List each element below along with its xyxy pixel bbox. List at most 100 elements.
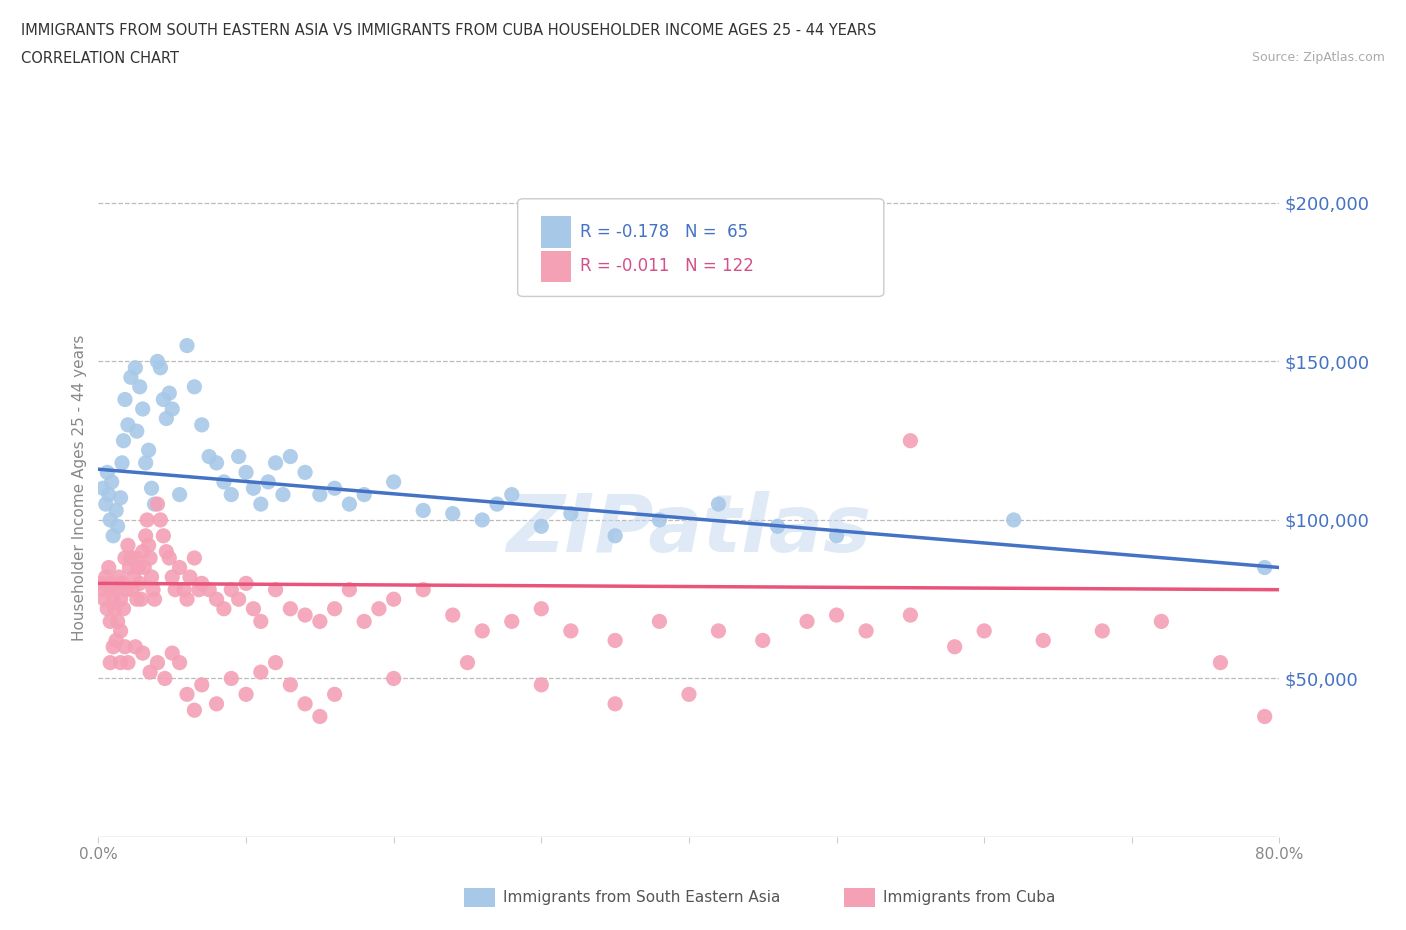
Point [152, 528, 174, 543]
Text: ZIPatlas: ZIPatlas [506, 491, 872, 569]
Point [162, 645, 183, 660]
Y-axis label: Householder Income Ages 25 - 44 years: Householder Income Ages 25 - 44 years [72, 335, 87, 642]
Point [138, 443, 160, 458]
Point [382, 671, 405, 686]
Point [205, 591, 228, 606]
Point [309, 709, 332, 724]
Point [457, 656, 479, 671]
FancyBboxPatch shape [541, 217, 571, 247]
Point [323, 602, 346, 617]
Point [125, 591, 148, 606]
Point [179, 569, 201, 584]
Point [221, 671, 243, 686]
Point [264, 656, 287, 671]
Point [605, 528, 627, 543]
Point [103, 591, 125, 606]
Point [117, 418, 139, 432]
Point [825, 607, 848, 622]
Point [441, 607, 464, 622]
Point [135, 528, 157, 543]
Point [221, 582, 243, 597]
Point [120, 370, 142, 385]
Point [135, 456, 157, 471]
Point [98, 656, 121, 671]
Point [103, 528, 125, 543]
Point [103, 639, 125, 654]
Point [250, 614, 273, 629]
Point [235, 576, 257, 591]
Point [96, 602, 118, 617]
Point [530, 602, 553, 617]
Point [108, 569, 131, 584]
Point [353, 487, 375, 502]
Point [141, 481, 163, 496]
Point [264, 582, 287, 597]
Point [198, 582, 221, 597]
Point [441, 506, 464, 521]
Point [143, 497, 166, 512]
Point [162, 402, 183, 417]
Point [110, 656, 132, 671]
Point [501, 487, 523, 502]
Point [124, 639, 146, 654]
Point [707, 497, 730, 512]
Point [142, 582, 165, 597]
Point [412, 503, 434, 518]
Point [900, 607, 922, 622]
Point [132, 402, 155, 417]
Text: Immigrants from Cuba: Immigrants from Cuba [883, 890, 1056, 905]
Point [98, 512, 121, 527]
Text: Immigrants from South Eastern Asia: Immigrants from South Eastern Asia [503, 890, 780, 905]
Point [155, 411, 177, 426]
Point [128, 379, 150, 394]
Point [309, 614, 332, 629]
Point [187, 582, 209, 597]
Point [165, 582, 187, 597]
Point [153, 671, 176, 686]
Point [107, 614, 129, 629]
Point [183, 551, 205, 565]
Point [121, 582, 143, 597]
Point [323, 481, 346, 496]
Point [205, 456, 228, 471]
Point [198, 449, 221, 464]
Point [176, 687, 198, 702]
Point [412, 582, 434, 597]
Point [96, 465, 118, 480]
Point [155, 544, 177, 559]
FancyBboxPatch shape [517, 199, 884, 297]
Point [118, 560, 141, 575]
Point [90, 576, 112, 591]
Point [250, 665, 273, 680]
Point [124, 360, 146, 375]
Point [117, 538, 139, 552]
Point [105, 503, 128, 518]
Point [120, 551, 142, 565]
Point [97, 487, 120, 502]
Point [183, 379, 205, 394]
Point [212, 602, 235, 617]
Point [486, 497, 509, 512]
Point [143, 591, 166, 606]
Point [235, 687, 257, 702]
Point [212, 474, 235, 489]
Point [368, 602, 391, 617]
Point [149, 512, 172, 527]
Point [501, 614, 523, 629]
Point [176, 339, 198, 353]
Point [1002, 512, 1025, 527]
Point [91, 582, 114, 597]
Point [93, 591, 115, 606]
Point [943, 639, 966, 654]
Point [560, 506, 582, 521]
Point [157, 551, 180, 565]
Point [97, 560, 120, 575]
Point [250, 497, 273, 512]
Point [146, 497, 169, 512]
Point [125, 424, 148, 439]
Point [973, 623, 995, 638]
Point [112, 433, 135, 448]
Text: R = -0.011   N = 122: R = -0.011 N = 122 [581, 258, 754, 275]
Point [257, 474, 280, 489]
Point [94, 569, 117, 584]
